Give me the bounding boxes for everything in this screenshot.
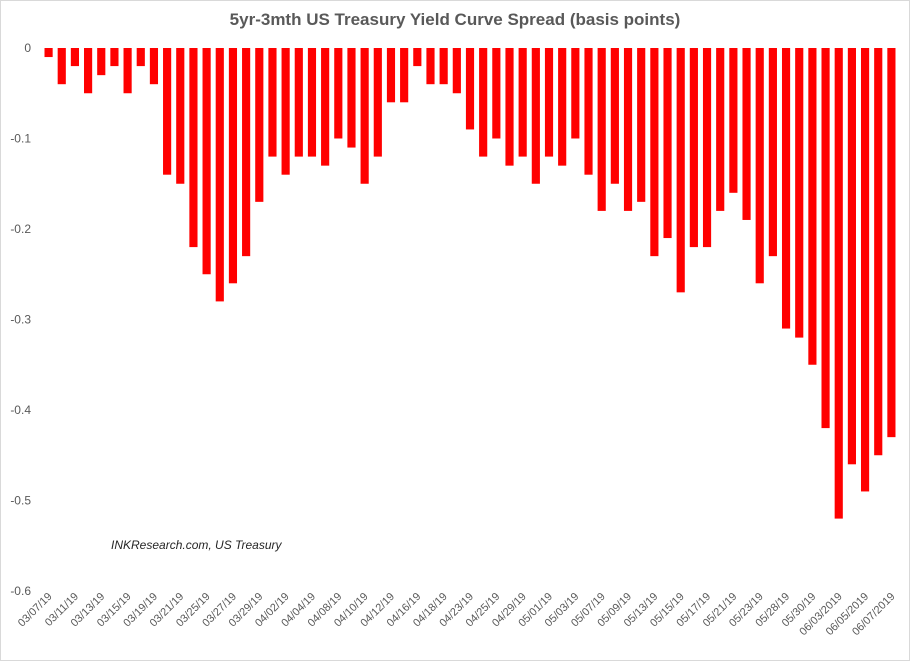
- bar: [110, 48, 119, 67]
- bar: [676, 48, 685, 293]
- bar: [887, 48, 896, 438]
- bar: [215, 48, 224, 302]
- bar: [334, 48, 343, 139]
- bar: [637, 48, 646, 202]
- y-tick-label: -0.5: [10, 494, 31, 508]
- bar-series: [44, 48, 896, 519]
- y-tick-label: -0.1: [10, 132, 31, 146]
- bar: [123, 48, 132, 94]
- bar: [505, 48, 514, 166]
- bar: [571, 48, 580, 139]
- bar: [781, 48, 791, 329]
- bar: [202, 48, 211, 275]
- bar: [228, 48, 238, 284]
- bar: [281, 48, 290, 175]
- bar: [373, 48, 382, 157]
- bar: [874, 48, 883, 456]
- bar: [176, 48, 185, 184]
- bar: [492, 48, 501, 139]
- bar: [136, 48, 145, 67]
- bar: [584, 48, 593, 175]
- bar: [834, 48, 843, 519]
- y-axis: 0 -0.1 -0.2 -0.3 -0.4 -0.5 -0.6: [10, 41, 31, 598]
- bar: [84, 48, 93, 94]
- bar: [255, 48, 264, 202]
- bar: [821, 48, 830, 429]
- y-tick-label: 0: [24, 41, 31, 55]
- bar: [531, 48, 540, 184]
- bar: [189, 48, 198, 248]
- bar: [360, 48, 369, 184]
- bar: [768, 48, 777, 257]
- bar: [321, 48, 330, 166]
- bar: [347, 48, 356, 148]
- x-axis: 03/07/1903/11/1903/13/1903/15/1903/19/19…: [16, 591, 898, 638]
- bar: [294, 48, 303, 157]
- source-annotation: INKResearch.com, US Treasury: [111, 538, 282, 552]
- bar: [57, 48, 66, 85]
- bar: [97, 48, 106, 76]
- bar: [729, 48, 738, 193]
- bar: [742, 48, 751, 220]
- bar: [623, 48, 633, 211]
- bar: [163, 48, 172, 175]
- bar: [44, 48, 53, 58]
- bar: [795, 48, 804, 338]
- bar: [465, 48, 475, 130]
- bar: [702, 48, 712, 248]
- bar: [242, 48, 251, 257]
- bar: [755, 48, 764, 284]
- bar: [716, 48, 725, 211]
- bar: [413, 48, 422, 67]
- bar: [149, 48, 159, 85]
- bar: [452, 48, 461, 94]
- bar: [518, 48, 527, 157]
- y-tick-label: -0.3: [10, 313, 31, 327]
- y-tick-label: -0.2: [10, 222, 31, 236]
- y-tick-label: -0.4: [10, 403, 31, 417]
- chart-title: 5yr-3mth US Treasury Yield Curve Spread …: [229, 10, 681, 29]
- bar: [544, 48, 554, 157]
- bar: [847, 48, 856, 465]
- bar: [597, 48, 606, 211]
- bar: [689, 48, 698, 248]
- bar: [610, 48, 619, 184]
- bar: [439, 48, 448, 85]
- bar: [650, 48, 659, 257]
- bar: [400, 48, 409, 103]
- bar: [479, 48, 488, 157]
- bar: [808, 48, 817, 365]
- y-tick-label: -0.6: [10, 584, 31, 598]
- bar: [386, 48, 396, 103]
- bar: [663, 48, 672, 239]
- bar: [70, 48, 79, 67]
- bar: [307, 48, 317, 157]
- bar: [268, 48, 277, 157]
- bar: [860, 48, 870, 492]
- bar: [426, 48, 435, 85]
- bar: [558, 48, 567, 166]
